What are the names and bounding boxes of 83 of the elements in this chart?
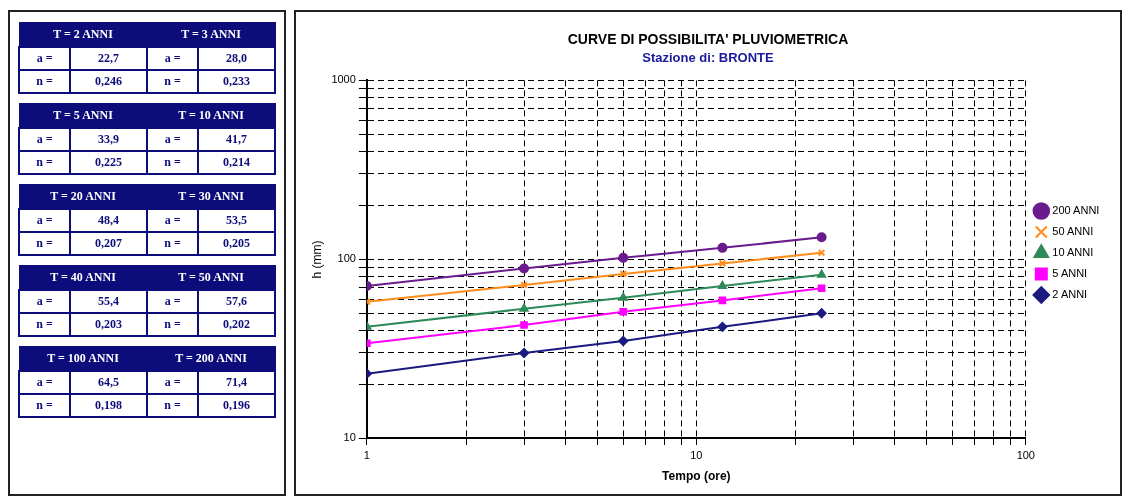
text: a = <box>146 290 199 313</box>
text: n = <box>146 232 199 255</box>
point <box>519 348 530 358</box>
text: 57,6 <box>198 290 275 313</box>
text: a = <box>146 209 199 232</box>
y-tick-label: 100 <box>337 252 356 265</box>
chart-subtitle: Stazione di: BRONTE <box>642 50 775 66</box>
point <box>817 248 826 257</box>
text: T = 10 ANNI <box>146 103 275 128</box>
text: 71,4 <box>198 371 275 394</box>
text: a = <box>19 209 71 232</box>
text: T = 3 ANNI <box>146 22 275 47</box>
point <box>618 336 629 347</box>
text: a = <box>146 47 199 70</box>
point <box>618 252 629 263</box>
text: 0,203 <box>70 313 147 336</box>
text: T = 100 ANNI <box>19 346 147 371</box>
text: 64,5 <box>70 371 147 394</box>
y-axis-title: h (mm) <box>309 240 324 279</box>
point <box>717 242 728 253</box>
text: a = <box>146 128 199 151</box>
text: n = <box>146 70 199 93</box>
point <box>717 281 727 290</box>
text: n = <box>146 151 199 174</box>
text: a = <box>19 128 71 151</box>
text: n = <box>19 232 71 255</box>
text: a = <box>19 290 71 313</box>
point <box>519 263 530 274</box>
text: a = <box>19 371 71 394</box>
text: 0,207 <box>70 232 147 255</box>
text: T = 50 ANNI <box>146 265 275 290</box>
text: T = 5 ANNI <box>19 103 147 128</box>
text: 55,4 <box>70 290 147 313</box>
x-tick-label: 10 <box>690 449 703 462</box>
legend-label: 2 ANNI <box>1052 288 1088 301</box>
point <box>519 303 529 312</box>
text: 0,214 <box>198 151 275 174</box>
text: 0,205 <box>198 232 275 255</box>
text: n = <box>19 313 71 336</box>
text: a = <box>146 371 199 394</box>
legend-label: 200 ANNI <box>1052 204 1100 217</box>
x-axis-title: Tempo (ore) <box>662 469 731 484</box>
text: T = 30 ANNI <box>146 184 275 209</box>
point <box>816 232 827 243</box>
text: 0,196 <box>198 394 275 417</box>
text: 22,7 <box>70 47 147 70</box>
legend-label: 5 ANNI <box>1052 267 1088 280</box>
legend-label: 50 ANNI <box>1052 225 1094 238</box>
y-tick-label: 10 <box>343 431 356 444</box>
text: n = <box>19 151 71 174</box>
text: T = 40 ANNI <box>19 265 147 290</box>
point <box>817 284 826 293</box>
text: 33,9 <box>70 128 147 151</box>
point <box>816 308 827 319</box>
point <box>619 307 628 316</box>
point <box>717 321 728 332</box>
text: 28,0 <box>198 47 275 70</box>
text: 0,246 <box>70 70 147 93</box>
point <box>618 292 628 301</box>
text: 48,4 <box>70 209 147 232</box>
point <box>817 269 827 278</box>
text: a = <box>19 47 71 70</box>
point <box>520 321 528 329</box>
x-tick-label: 1 <box>363 449 370 462</box>
text: T = 20 ANNI <box>19 184 147 209</box>
text: n = <box>19 70 71 93</box>
text: 53,5 <box>198 209 275 232</box>
x-tick-label: 100 <box>1016 449 1035 462</box>
text: 0,225 <box>70 151 147 174</box>
chart-title: CURVE DI POSSIBILITA' PLUVIOMETRICA <box>567 31 849 48</box>
text: 0,233 <box>198 70 275 93</box>
point <box>718 259 727 268</box>
text: T = 2 ANNI <box>19 22 147 47</box>
y-tick-label: 1000 <box>331 73 356 86</box>
text: 41,7 <box>198 128 275 151</box>
text: 0,198 <box>70 394 147 417</box>
point <box>619 270 628 278</box>
text: n = <box>146 394 199 417</box>
text: T = 200 ANNI <box>146 346 275 371</box>
text: n = <box>146 313 199 336</box>
legend-label: 10 ANNI <box>1052 246 1094 259</box>
text: 0,202 <box>198 313 275 336</box>
text: n = <box>19 394 71 417</box>
